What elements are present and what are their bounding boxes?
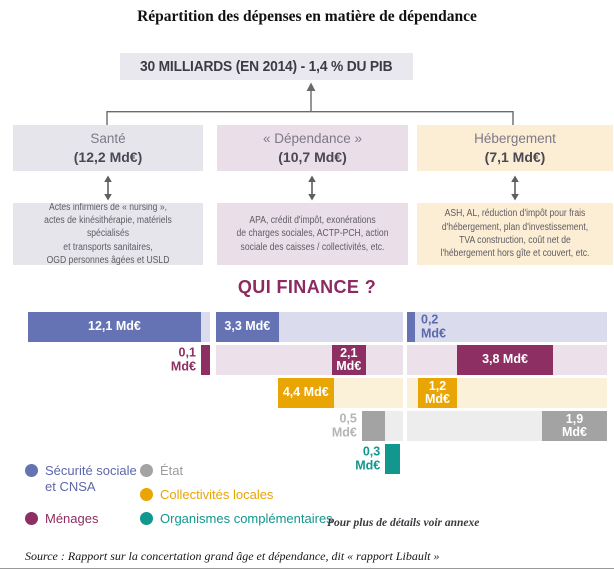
- legend-item: Organismes complémentaires: [140, 511, 333, 527]
- legend-dot-icon: [140, 512, 153, 525]
- bar-row: 0,3 Md€: [216, 444, 403, 474]
- legend-dot-icon: [25, 512, 38, 525]
- bottom-rule: [0, 568, 614, 569]
- column-header-sante: Santé (12,2 Md€): [13, 125, 203, 171]
- column-header-hebergement: Hébergement (7,1 Md€): [417, 125, 613, 171]
- bar-value-label: 3,3 Md€: [224, 319, 271, 334]
- up-arrow-icon: [306, 82, 316, 91]
- bar-row: 0,5 Md€: [216, 411, 403, 441]
- legend-label: Ménages: [45, 511, 99, 526]
- legend-dot-icon: [140, 488, 153, 501]
- column-header-dependance: « Dépendance » (10,7 Md€): [217, 125, 408, 171]
- page-title: Répartition des dépenses en matière de d…: [137, 8, 477, 25]
- bar-plum: [331, 345, 366, 375]
- updown-arrow-icon: [104, 175, 112, 201]
- bar-orange: [277, 378, 334, 408]
- description-text: APA, crédit d'impôt, exonérations de cha…: [236, 215, 389, 253]
- bar-value-label: 4,4 Md€: [282, 385, 329, 400]
- column-description-hebergement: ASH, AL, réduction d'impôt pour frais d'…: [417, 203, 613, 265]
- bar-row: 1,2 Md€: [407, 378, 607, 408]
- updown-arrow-icon: [511, 175, 519, 201]
- legend-label: Sécurité sociale et CNSA: [45, 463, 137, 494]
- legend-label: Organismes complémentaires: [160, 511, 333, 526]
- bar-teal: [385, 444, 401, 474]
- bar-row: 4,4 Md€: [216, 378, 403, 408]
- column-name: Santé: [90, 130, 126, 146]
- legend-item: Ménages: [25, 511, 98, 527]
- column-description-dependance: APA, crédit d'impôt, exonérations de cha…: [217, 203, 408, 265]
- bar-value-label: 0,3 Md€: [355, 444, 381, 472]
- column-amount: (12,2 Md€): [73, 148, 143, 165]
- updown-arrow-icon: [308, 175, 316, 201]
- bar-value-label: 0,5 Md€: [331, 411, 357, 439]
- bar-value-label: 0,1 Md€: [170, 345, 196, 373]
- bar-row: 2,1 Md€: [216, 345, 403, 375]
- legend-item: Collectivités locales: [140, 487, 273, 503]
- column-description-sante: Actes infirmiers de « nursing », actes d…: [13, 203, 203, 265]
- legend-label: Collectivités locales: [160, 487, 274, 502]
- bar-row: 3,8 Md€: [407, 345, 607, 375]
- bar-blue: [216, 312, 279, 342]
- column-name: Hébergement: [474, 130, 556, 146]
- bar-value-label: 1,9 Md€: [562, 411, 587, 439]
- bar-column: 3,3 Md€ 2,1 Md€ 4,4 Md€ 0,5 Md€ 0,3 Md€: [216, 312, 403, 478]
- description-text: Actes infirmiers de « nursing », actes d…: [44, 203, 172, 265]
- legend-item: Sécurité sociale et CNSA: [25, 463, 137, 494]
- qui-finance-title: QUI FINANCE ?: [237, 277, 377, 297]
- total-banner-text: 30 MILLIARDS (EN 2014) - 1,4 % DU PIB: [140, 58, 393, 75]
- description-text: ASH, AL, réduction d'impôt pour frais d'…: [440, 208, 590, 260]
- source-line: Source : Rapport sur la concertation gra…: [25, 549, 440, 563]
- column-name: « Dépendance »: [262, 130, 363, 146]
- bar-track: [333, 378, 403, 408]
- bar-orange: [418, 378, 457, 408]
- bar-column: 0,2 Md€ 3,8 Md€ 1,2 Md€ 1,9 Md€: [407, 312, 607, 478]
- legend-dot-icon: [25, 464, 38, 477]
- legend-item: État: [140, 463, 183, 479]
- funding-chart: 12,1 Md€ 0,1 Md€ 3,3 Md€ 2,1 Md€ 4,4 Md€ 0,5 …: [0, 312, 614, 478]
- bar-gray: [542, 411, 607, 441]
- bar-row: 0,2 Md€: [407, 312, 607, 342]
- bar-track: [407, 312, 607, 342]
- bar-row: 0,1 Md€: [28, 345, 210, 375]
- bar-value-label: 12,1 Md€: [88, 319, 141, 334]
- bar-plum: [200, 345, 210, 375]
- bar-row: 12,1 Md€: [28, 312, 210, 342]
- bar-gray: [361, 411, 386, 441]
- total-banner: 30 MILLIARDS (EN 2014) - 1,4 % DU PIB: [120, 53, 413, 80]
- annexe-note: Pour plus de détails voir annexe: [327, 517, 480, 529]
- bar-row: 3,3 Md€: [216, 312, 403, 342]
- bar-track: [216, 345, 403, 375]
- bar-value-label: 1,2 Md€: [425, 378, 450, 406]
- bar-value-label: 2,1 Md€: [336, 345, 362, 373]
- column-amount: (10,7 Md€): [278, 148, 347, 165]
- bar-track: [385, 411, 403, 441]
- bar-blue: [28, 312, 201, 342]
- bracket-connector: [106, 82, 514, 125]
- bar-row: 1,9 Md€: [407, 411, 607, 441]
- bar-blue: [407, 312, 415, 342]
- bar-column: 12,1 Md€ 0,1 Md€: [28, 312, 210, 478]
- column-amount: (7,1 Md€): [484, 148, 546, 165]
- bar-plum: [457, 345, 553, 375]
- legend-dot-icon: [140, 464, 153, 477]
- legend-label: État: [160, 463, 184, 478]
- bar-value-label: 3,8 Md€: [482, 352, 528, 367]
- bar-value-label: 0,2 Md€: [421, 312, 446, 340]
